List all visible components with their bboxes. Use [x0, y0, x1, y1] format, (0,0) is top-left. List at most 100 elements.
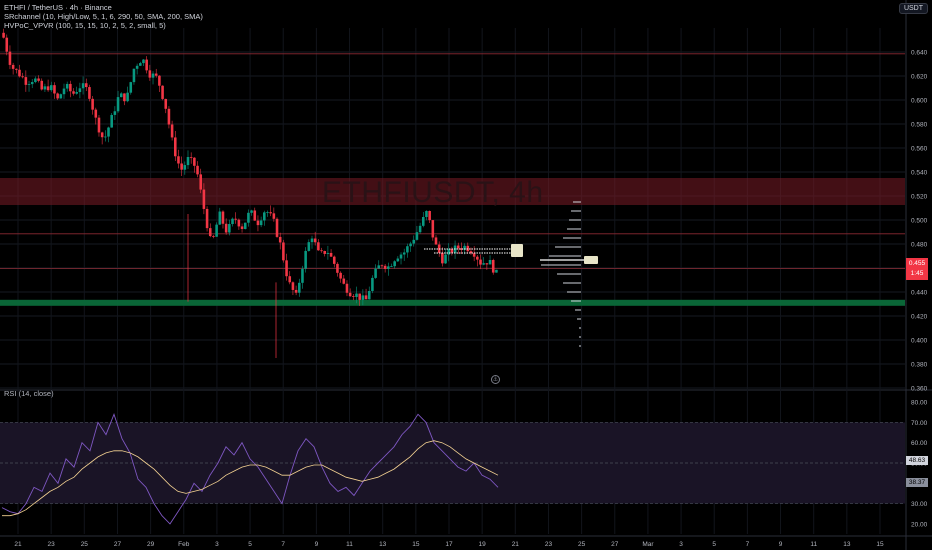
legend-srchannel[interactable]: SRchannel (10, High/Low, 5, 1, 6, 290, 5…	[4, 12, 203, 21]
time-tick-label: Feb	[178, 541, 190, 548]
candle-body	[37, 78, 40, 81]
time-tick-label: 11	[810, 541, 817, 548]
candle-body	[228, 224, 231, 233]
candle-body	[208, 228, 212, 237]
candle-body	[256, 220, 260, 226]
candle-body	[387, 266, 390, 269]
legend-symbol[interactable]: ETHFI / TetherUS · 4h · Binance	[4, 3, 112, 12]
candle-body	[199, 174, 203, 190]
candle-body	[371, 277, 374, 292]
candle-body	[104, 136, 107, 138]
price-tick-label: 0.560	[911, 146, 928, 153]
candle-body	[132, 68, 136, 83]
candle-body	[352, 296, 355, 297]
candle-body	[40, 80, 44, 90]
candle-body	[97, 117, 101, 133]
last-price-value: 0.455	[908, 260, 926, 267]
candle-body	[339, 272, 342, 279]
legend-rsi[interactable]: RSI (14, close)	[4, 389, 54, 398]
candle-body	[8, 51, 12, 65]
last-price-tag: 0.455 1:45	[906, 258, 928, 280]
candle-body	[444, 254, 447, 264]
time-tick-label: 21	[512, 541, 520, 548]
candle-body	[491, 260, 495, 273]
candle-body	[231, 218, 234, 225]
candle-body	[275, 218, 279, 237]
candle-body	[94, 109, 98, 118]
anchor-icon[interactable]: ⚓	[491, 375, 500, 384]
candle-body	[129, 82, 133, 93]
candle-body	[409, 243, 412, 247]
time-tick-label: 27	[611, 541, 619, 548]
candle-body	[320, 250, 323, 252]
candle-body	[240, 226, 244, 229]
candle-body	[154, 73, 158, 76]
candle-body	[202, 189, 206, 209]
time-tick-label: 3	[215, 541, 219, 548]
time-tick-label: 9	[315, 541, 319, 548]
candle-body	[218, 211, 222, 225]
time-tick-label: 15	[876, 541, 884, 548]
resistance-zone	[0, 178, 905, 205]
time-tick-label: 7	[281, 541, 285, 548]
candle-body	[110, 114, 113, 128]
candle-body	[469, 251, 473, 254]
candle-body	[460, 248, 463, 250]
candle-body	[170, 124, 174, 138]
candle-body	[183, 165, 187, 170]
candle-body	[46, 86, 50, 91]
candle-body	[472, 253, 476, 257]
price-axis[interactable]: 0.640 0.620 0.600 0.580 0.560 0.540 0.520 0.500…	[911, 50, 928, 393]
rsi-tick-label: 20.00	[911, 521, 928, 528]
candle-body	[75, 92, 79, 94]
time-tick-label: 7	[746, 541, 750, 548]
candle-body	[297, 282, 301, 293]
candle-body	[15, 68, 18, 70]
candle-body	[348, 292, 352, 297]
candle-body	[72, 91, 75, 94]
candle-body	[65, 83, 69, 89]
time-tick-label: 3	[679, 541, 683, 548]
time-tick-label: Mar	[642, 541, 654, 548]
candle-body	[294, 289, 298, 293]
candle-body	[332, 256, 336, 264]
candle-body	[24, 77, 28, 85]
candle-body	[285, 260, 288, 277]
candle-body	[116, 97, 120, 112]
candle-body	[421, 216, 425, 226]
candle-body	[180, 163, 183, 170]
sr-levels	[0, 53, 905, 270]
time-tick-label: 5	[712, 541, 716, 548]
candle-body	[406, 246, 409, 253]
candle-body	[495, 269, 498, 273]
candle-body	[361, 295, 365, 300]
price-tick-label: 0.380	[911, 362, 928, 369]
candle-body	[69, 83, 72, 92]
time-tick-label: 11	[346, 541, 353, 548]
candle-body	[336, 263, 339, 273]
time-tick-label: 13	[843, 541, 851, 548]
legend-hvpoc[interactable]: HVPoC_VPVR (100, 15, 15, 10, 2, 5, 2, sm…	[4, 21, 166, 30]
candle-body	[2, 32, 5, 38]
candle-body	[177, 156, 180, 164]
time-tick-label: 15	[412, 541, 420, 548]
candle-body	[84, 83, 88, 88]
candle-body	[148, 70, 152, 78]
candle-body	[393, 261, 396, 267]
candle-body	[18, 69, 21, 77]
candle-body	[196, 165, 199, 175]
candle-body	[263, 212, 266, 221]
candle-body	[463, 245, 466, 250]
time-axis[interactable]: 21 23 25 27 29 Feb 3 5 7 9 11 13 15 17 19 21 23 25 27 Mar 3 5…	[14, 541, 884, 548]
currency-unit-button[interactable]: USDT	[898, 3, 928, 14]
price-tick-label: 0.440	[911, 290, 928, 297]
candle-body	[81, 83, 85, 89]
candle-body	[5, 37, 9, 52]
price-tick-label: 0.400	[911, 338, 928, 345]
candle-body	[447, 248, 451, 255]
candle-body	[34, 78, 37, 83]
candle-body	[418, 225, 422, 233]
support-zone	[0, 299, 905, 306]
candle-body	[415, 232, 419, 240]
